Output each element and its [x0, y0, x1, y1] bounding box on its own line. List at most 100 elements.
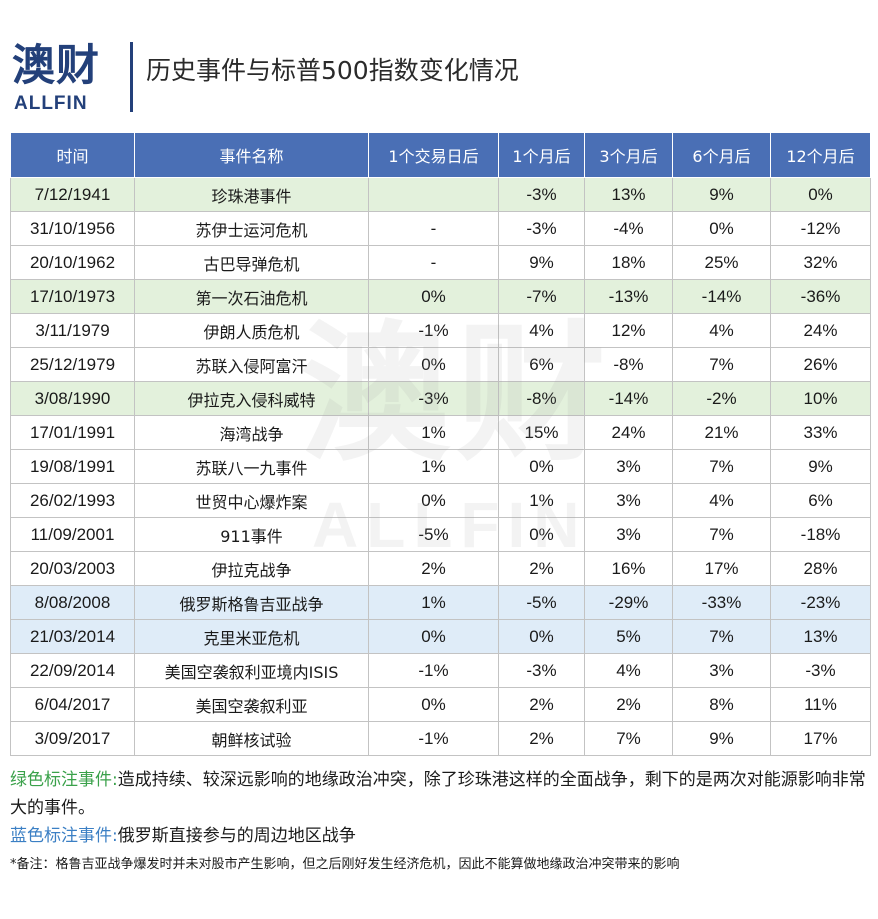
- cell-3month: 5%: [584, 619, 673, 654]
- cell-date: 22/09/2014: [10, 653, 135, 688]
- cell-6month: 17%: [672, 551, 771, 586]
- cell-event: 苏联八一九事件: [134, 449, 369, 484]
- cell-3month: -14%: [584, 381, 673, 416]
- cell-12month: 13%: [770, 619, 871, 654]
- cell-12month: -36%: [770, 279, 871, 314]
- table-row: 6/04/2017 美国空袭叙利亚 0% 2% 2% 8% 11%: [10, 687, 871, 722]
- cell-date: 17/10/1973: [10, 279, 135, 314]
- cell-3month: 3%: [584, 483, 673, 518]
- table-header-row: 时间 事件名称 1个交易日后 1个月后 3个月后 6个月后 12个月后: [10, 132, 871, 178]
- blue-note: 蓝色标注事件:俄罗斯直接参与的周边地区战争: [10, 822, 874, 850]
- notes: 绿色标注事件:造成持续、较深远影响的地缘政治冲突，除了珍珠港这样的全面战争，剩下…: [10, 766, 874, 876]
- cell-3month: 16%: [584, 551, 673, 586]
- cell-date: 20/03/2003: [10, 551, 135, 586]
- cell-12month: -3%: [770, 653, 871, 688]
- column-header-12month: 12个月后: [770, 132, 871, 178]
- cell-12month: 24%: [770, 313, 871, 348]
- column-header-1day: 1个交易日后: [368, 132, 499, 178]
- blue-note-label: 蓝色标注事件:: [10, 826, 118, 846]
- cell-1day: 1%: [368, 449, 499, 484]
- table-row: 25/12/1979 苏联入侵阿富汗 0% 6% -8% 7% 26%: [10, 347, 871, 382]
- cell-12month: -18%: [770, 517, 871, 552]
- cell-event: 苏伊士运河危机: [134, 211, 369, 246]
- cell-6month: 7%: [672, 517, 771, 552]
- cell-6month: 0%: [672, 211, 771, 246]
- cell-1day: -: [368, 245, 499, 280]
- cell-3month: 2%: [584, 687, 673, 722]
- cell-1day: 0%: [368, 483, 499, 518]
- cell-6month: 7%: [672, 619, 771, 654]
- cell-1month: -3%: [498, 211, 585, 246]
- cell-1month: 15%: [498, 415, 585, 450]
- cell-3month: 4%: [584, 653, 673, 688]
- table-row: 31/10/1956 苏伊士运河危机 - -3% -4% 0% -12%: [10, 211, 871, 246]
- cell-1month: 9%: [498, 245, 585, 280]
- cell-date: 31/10/1956: [10, 211, 135, 246]
- cell-3month: 3%: [584, 449, 673, 484]
- cell-date: 17/01/1991: [10, 415, 135, 450]
- cell-12month: 33%: [770, 415, 871, 450]
- cell-event: 第一次石油危机: [134, 279, 369, 314]
- blue-note-text: 俄罗斯直接参与的周边地区战争: [117, 826, 356, 846]
- cell-date: 3/08/1990: [10, 381, 135, 416]
- events-table: 时间 事件名称 1个交易日后 1个月后 3个月后 6个月后 12个月后 7/12…: [10, 132, 871, 756]
- cell-3month: -8%: [584, 347, 673, 382]
- green-note-label: 绿色标注事件:: [10, 770, 118, 790]
- cell-1month: 4%: [498, 313, 585, 348]
- cell-12month: 32%: [770, 245, 871, 280]
- cell-6month: 21%: [672, 415, 771, 450]
- cell-1day: 0%: [368, 619, 499, 654]
- cell-event: 911事件: [134, 517, 369, 552]
- table-row: 7/12/1941 珍珠港事件 -3% 13% 9% 0%: [10, 177, 871, 212]
- cell-event: 克里米亚危机: [134, 619, 369, 654]
- cell-event: 伊拉克入侵科威特: [134, 381, 369, 416]
- green-note: 绿色标注事件:造成持续、较深远影响的地缘政治冲突，除了珍珠港这样的全面战争，剩下…: [10, 766, 874, 822]
- cell-1day: 1%: [368, 585, 499, 620]
- table-row: 26/02/1993 世贸中心爆炸案 0% 1% 3% 4% 6%: [10, 483, 871, 518]
- column-header-event: 事件名称: [134, 132, 369, 178]
- green-note-text: 造成持续、较深远影响的地缘政治冲突，除了珍珠港这样的全面战争，剩下的是两次对能源…: [10, 770, 866, 818]
- cell-3month: 7%: [584, 721, 673, 756]
- cell-1day: 2%: [368, 551, 499, 586]
- cell-1month: -5%: [498, 585, 585, 620]
- cell-1day: 1%: [368, 415, 499, 450]
- cell-1day: -: [368, 211, 499, 246]
- cell-1day: 0%: [368, 347, 499, 382]
- header: 澳财 ALLFIN 历史事件与标普500指数变化情况: [10, 38, 870, 118]
- cell-date: 20/10/1962: [10, 245, 135, 280]
- table-row: 21/03/2014 克里米亚危机 0% 0% 5% 7% 13%: [10, 619, 871, 654]
- cell-1month: -8%: [498, 381, 585, 416]
- cell-1month: -7%: [498, 279, 585, 314]
- cell-6month: 9%: [672, 721, 771, 756]
- cell-12month: 0%: [770, 177, 871, 212]
- cell-6month: 25%: [672, 245, 771, 280]
- cell-1month: 2%: [498, 721, 585, 756]
- cell-1month: 0%: [498, 619, 585, 654]
- cell-1month: 0%: [498, 517, 585, 552]
- cell-6month: 7%: [672, 449, 771, 484]
- cell-3month: 3%: [584, 517, 673, 552]
- cell-date: 11/09/2001: [10, 517, 135, 552]
- cell-1month: -3%: [498, 653, 585, 688]
- cell-1day: 0%: [368, 687, 499, 722]
- cell-event: 美国空袭叙利亚: [134, 687, 369, 722]
- cell-6month: 4%: [672, 313, 771, 348]
- cell-1month: 6%: [498, 347, 585, 382]
- cell-12month: -23%: [770, 585, 871, 620]
- table-row: 11/09/2001 911事件 -5% 0% 3% 7% -18%: [10, 517, 871, 552]
- column-header-3month: 3个月后: [584, 132, 673, 178]
- table-row: 3/09/2017 朝鲜核试验 -1% 2% 7% 9% 17%: [10, 721, 871, 756]
- cell-event: 俄罗斯格鲁吉亚战争: [134, 585, 369, 620]
- cell-12month: 10%: [770, 381, 871, 416]
- cell-date: 21/03/2014: [10, 619, 135, 654]
- cell-event: 世贸中心爆炸案: [134, 483, 369, 518]
- cell-6month: 9%: [672, 177, 771, 212]
- cell-6month: 4%: [672, 483, 771, 518]
- cell-1month: -3%: [498, 177, 585, 212]
- cell-6month: -14%: [672, 279, 771, 314]
- cell-6month: 8%: [672, 687, 771, 722]
- cell-event: 苏联入侵阿富汗: [134, 347, 369, 382]
- cell-1month: 2%: [498, 687, 585, 722]
- cell-6month: -33%: [672, 585, 771, 620]
- cell-12month: 28%: [770, 551, 871, 586]
